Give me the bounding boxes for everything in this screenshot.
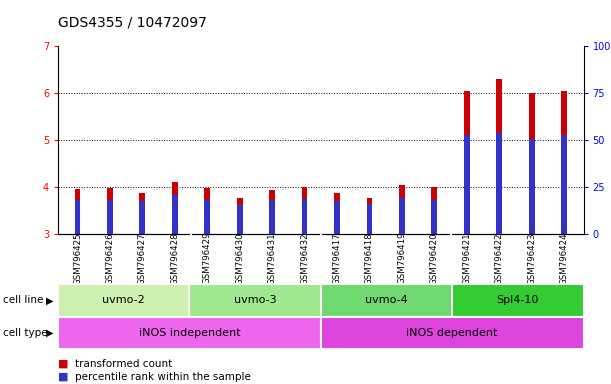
Text: GSM796432: GSM796432 [300,232,309,285]
Bar [204,200,210,234]
Text: ■: ■ [58,372,68,382]
Bar [334,193,340,234]
Text: ▶: ▶ [46,295,54,306]
Bar [75,200,81,234]
Bar [172,195,178,234]
Bar [321,284,452,317]
Text: GSM796427: GSM796427 [138,232,147,285]
Text: Spl4-10: Spl4-10 [497,295,539,306]
Bar [107,188,113,234]
Text: uvmo-2: uvmo-2 [103,295,145,306]
Text: GSM796421: GSM796421 [463,232,471,285]
Bar [496,133,502,234]
Bar [269,190,275,234]
Text: GSM796418: GSM796418 [365,232,374,285]
Bar [302,199,307,234]
Bar [452,284,584,317]
Text: GSM796430: GSM796430 [235,232,244,285]
Text: uvmo-4: uvmo-4 [365,295,408,306]
Text: iNOS dependent: iNOS dependent [406,328,498,338]
Bar [321,317,584,349]
Text: GSM796420: GSM796420 [430,232,439,285]
Text: GSM796425: GSM796425 [73,232,82,285]
Text: ▶: ▶ [46,328,54,338]
Bar [561,136,567,234]
Text: GSM796428: GSM796428 [170,232,179,285]
Bar [302,187,307,234]
Text: GSM796424: GSM796424 [560,232,569,285]
Bar [189,284,321,317]
Bar [529,139,535,234]
Bar [367,198,372,234]
Text: GSM796426: GSM796426 [106,232,114,285]
Bar [399,197,404,234]
Bar [58,284,189,317]
Text: transformed count: transformed count [75,359,172,369]
Bar [172,182,178,234]
Text: percentile rank within the sample: percentile rank within the sample [75,372,251,382]
Text: GSM796429: GSM796429 [203,232,212,285]
Text: GSM796423: GSM796423 [527,232,536,285]
Bar [139,201,145,234]
Bar [464,91,470,234]
Bar [399,185,404,234]
Bar [237,197,243,234]
Text: iNOS independent: iNOS independent [139,328,240,338]
Bar [561,91,567,234]
Text: ■: ■ [58,359,68,369]
Bar [107,200,113,234]
Bar [431,200,437,234]
Bar [75,189,81,234]
Text: cell type: cell type [3,328,48,338]
Bar [269,200,275,234]
Bar [496,79,502,234]
Text: GSM796419: GSM796419 [397,232,406,285]
Bar [204,188,210,234]
Text: GSM796422: GSM796422 [495,232,503,285]
Bar [529,93,535,234]
Bar [431,187,437,234]
Bar [58,317,321,349]
Text: GSM796417: GSM796417 [332,232,342,285]
Text: cell line: cell line [3,295,43,306]
Bar [464,136,470,234]
Bar [334,201,340,234]
Text: GSM796431: GSM796431 [268,232,277,285]
Text: GDS4355 / 10472097: GDS4355 / 10472097 [58,15,207,29]
Bar [237,205,243,234]
Bar [139,193,145,234]
Bar [367,204,372,234]
Text: uvmo-3: uvmo-3 [234,295,276,306]
